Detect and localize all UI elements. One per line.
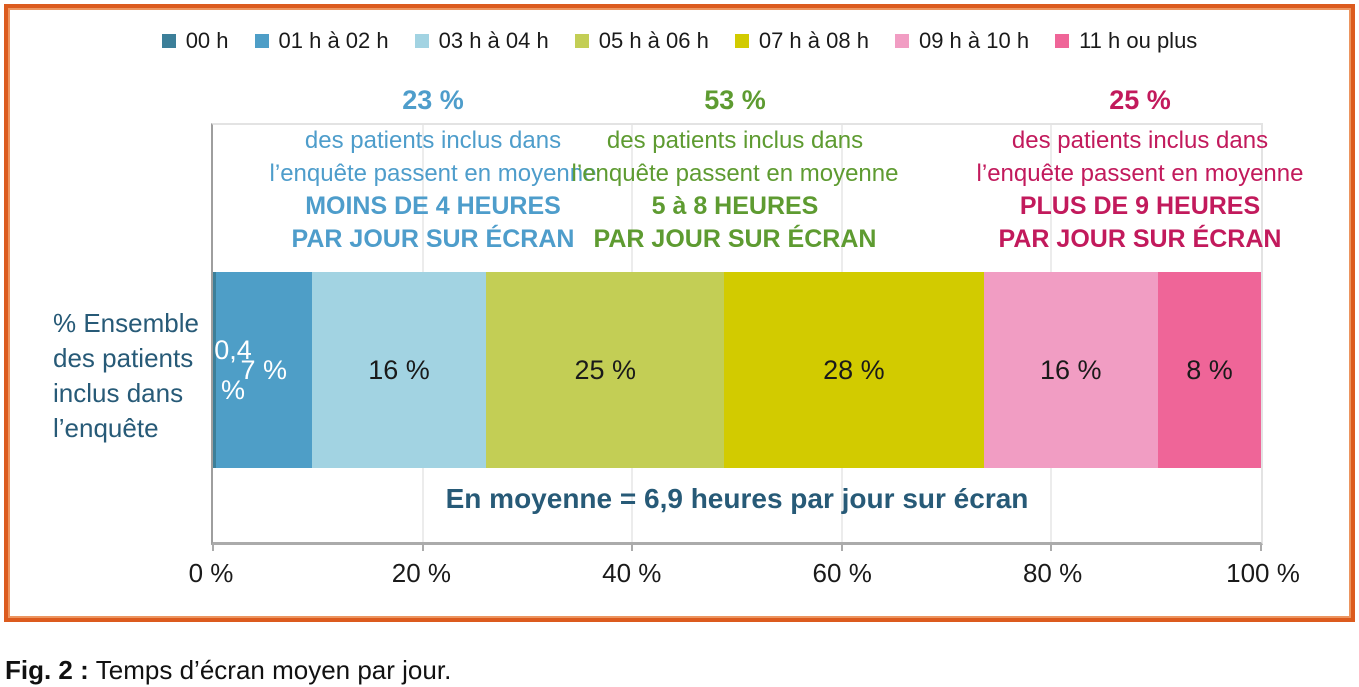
y-axis-label-line: l’enquête bbox=[53, 413, 159, 443]
legend-swatch-icon bbox=[161, 34, 176, 48]
legend-label: 01 h à 02 h bbox=[278, 28, 389, 53]
axis-tick bbox=[631, 545, 634, 551]
annotation-highlight: PAR JOUR SUR ÉCRAN bbox=[291, 225, 575, 253]
legend-item: 07 h à 08 h bbox=[734, 28, 869, 54]
segment-value-label: 25 % bbox=[574, 354, 637, 385]
legend-swatch-icon bbox=[734, 34, 749, 48]
figure-caption: Fig. 2 : Temps d’écran moyen par jour. bbox=[5, 655, 451, 686]
legend-item: 09 h à 10 h bbox=[894, 28, 1030, 54]
axis-tick bbox=[1050, 545, 1053, 551]
x-tick-label: 0 % bbox=[188, 558, 234, 588]
bar-segment-01-02h: 7 % bbox=[215, 272, 312, 468]
legend-swatch-icon bbox=[414, 34, 429, 48]
annotation-highlight: PLUS DE 9 HEURES bbox=[1019, 192, 1261, 220]
legend-item: 00 h bbox=[161, 28, 229, 54]
bar-segment-03-04h: 16 % bbox=[311, 272, 487, 468]
legend-item: 01 h à 02 h bbox=[254, 28, 389, 54]
legend-item: 11 h ou plus bbox=[1055, 28, 1197, 54]
segment-value-label: 8 % bbox=[1186, 354, 1233, 385]
annotation-line: l’enquête passent en moyenne bbox=[976, 160, 1304, 187]
annotation-over-9-hours: 25 % des patients inclus dans l’enquête … bbox=[977, 82, 1304, 256]
x-axis: 0 % 20 % 40 % 60 % 80 % 100 % bbox=[189, 558, 1300, 592]
legend-swatch-icon bbox=[574, 34, 589, 48]
legend-label: 11 h ou plus bbox=[1079, 28, 1198, 53]
y-axis-label: % Ensemble des patients inclus dans l’en… bbox=[53, 306, 199, 446]
legend-item: 05 h à 06 h bbox=[574, 28, 709, 54]
bar-segment-11h-plus: 8 % bbox=[1158, 272, 1262, 468]
x-tick-label: 100 % bbox=[1226, 558, 1300, 588]
stacked-bar: 0,4 % 7 % 16 % 25 % 28 % 16 % 8 % bbox=[213, 272, 1262, 468]
axis-tick bbox=[212, 545, 214, 551]
annotation-highlight: PAR JOUR SUR ÉCRAN bbox=[593, 225, 877, 253]
annotation-percent: 25 % bbox=[1109, 85, 1171, 115]
legend-swatch-icon bbox=[254, 34, 269, 48]
y-axis-label-line: % Ensemble bbox=[53, 308, 199, 338]
average-note: En moyenne = 6,9 heures par jour sur écr… bbox=[445, 483, 1029, 514]
axis-tick bbox=[840, 545, 843, 551]
axis-tick bbox=[421, 545, 424, 551]
segment-value-label: 28 % bbox=[823, 354, 885, 385]
segment-value-label: 0,4 % bbox=[214, 335, 252, 405]
legend-label: 07 h à 08 h bbox=[758, 28, 869, 53]
legend-swatch-icon bbox=[1055, 34, 1070, 48]
annotation-percent: 53 % bbox=[704, 85, 766, 115]
legend-label: 03 h à 04 h bbox=[438, 28, 549, 53]
plot-area: 0,4 % 7 % 16 % 25 % 28 % 16 % 8 % En moy… bbox=[211, 123, 1263, 551]
x-tick-label: 60 % bbox=[812, 558, 872, 588]
x-tick-label: 40 % bbox=[602, 558, 662, 588]
y-axis-label-line: inclus dans bbox=[53, 378, 184, 408]
figure-caption-number: Fig. 2 : bbox=[5, 655, 89, 685]
annotation-line: l’enquête passent en moyenne bbox=[571, 160, 899, 187]
bar-segment-07-08h: 28 % bbox=[724, 272, 984, 468]
x-tick-label: 20 % bbox=[391, 558, 452, 588]
bar-segment-09-10h: 16 % bbox=[983, 272, 1159, 468]
annotation-line: l’enquête passent en moyenne bbox=[269, 160, 597, 187]
annotation-under-4-hours: 23 % des patients inclus dans l’enquête … bbox=[270, 82, 597, 256]
legend-item: 03 h à 04 h bbox=[414, 28, 549, 54]
annotation-line: des patients inclus dans bbox=[304, 127, 562, 154]
annotation-highlight: 5 à 8 HEURES bbox=[651, 192, 819, 220]
chart-legend: 00 h 01 h à 02 h 03 h à 04 h 05 h à 06 h… bbox=[20, 28, 1339, 54]
legend-label: 00 h bbox=[185, 28, 229, 53]
bar-segment-05-06h: 25 % bbox=[486, 272, 725, 468]
annotation-highlight: PAR JOUR SUR ÉCRAN bbox=[998, 225, 1282, 253]
legend-label: 05 h à 06 h bbox=[598, 28, 709, 53]
x-tick-label: 80 % bbox=[1022, 558, 1083, 588]
annotation-highlight: MOINS DE 4 HEURES bbox=[305, 192, 561, 220]
annotation-5-to-8-hours: 53 % des patients inclus dans l’enquête … bbox=[572, 82, 899, 256]
segment-value-label: 7 % bbox=[240, 354, 288, 385]
bar-segment-00h: 0,4 % bbox=[213, 272, 252, 468]
annotation-line: des patients inclus dans bbox=[1011, 127, 1269, 154]
annotation-line: des patients inclus dans bbox=[606, 127, 864, 154]
axis-tick bbox=[1260, 545, 1262, 551]
legend-label: 09 h à 10 h bbox=[918, 28, 1030, 53]
annotation-percent: 23 % bbox=[402, 85, 464, 115]
y-axis-label-line: des patients bbox=[53, 343, 194, 373]
legend-swatch-icon bbox=[894, 34, 909, 48]
figure-caption-text: Temps d’écran moyen par jour. bbox=[95, 655, 452, 685]
segment-value-label: 16 % bbox=[1039, 354, 1102, 385]
segment-value-label: 16 % bbox=[368, 354, 430, 385]
